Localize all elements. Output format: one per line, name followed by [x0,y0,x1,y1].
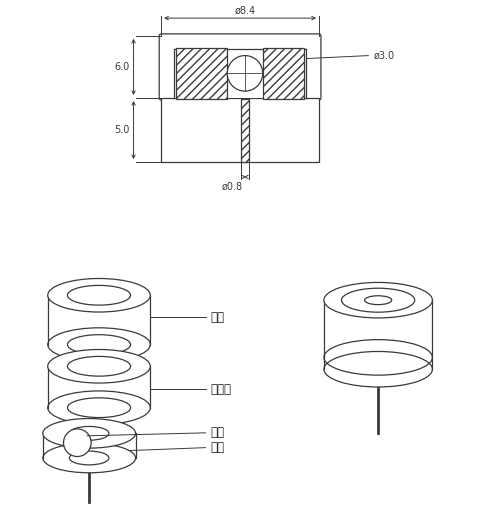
Ellipse shape [323,351,431,387]
Text: 络缘环: 络缘环 [210,382,231,396]
Bar [43,433,135,458]
Ellipse shape [67,285,130,305]
Text: 滚珠: 滚珠 [210,426,224,439]
Ellipse shape [323,282,431,318]
Bar [323,300,431,369]
Ellipse shape [67,398,130,417]
Text: ø0.8: ø0.8 [221,182,242,192]
Bar [161,98,318,162]
Ellipse shape [43,418,135,448]
Ellipse shape [48,279,150,312]
Text: ø3.0: ø3.0 [372,51,393,60]
Text: 銅帽: 銅帽 [210,311,224,324]
Bar [262,47,304,99]
Bar [176,47,227,99]
Bar [241,99,248,162]
Bar [174,49,305,98]
Text: 5.0: 5.0 [114,125,129,135]
Ellipse shape [48,349,150,383]
Ellipse shape [69,426,109,440]
Ellipse shape [69,451,109,465]
FancyBboxPatch shape [159,34,320,100]
Ellipse shape [43,443,135,473]
Ellipse shape [341,288,414,312]
Ellipse shape [67,357,130,376]
Ellipse shape [364,296,391,304]
Bar [48,366,150,408]
Text: 导杯: 导杯 [210,441,224,454]
Text: 6.0: 6.0 [114,62,129,72]
Ellipse shape [48,328,150,361]
Bar [48,295,150,345]
Ellipse shape [67,335,130,354]
Circle shape [227,56,262,91]
Text: ø8.4: ø8.4 [234,5,255,15]
Circle shape [63,429,91,457]
Ellipse shape [48,391,150,425]
